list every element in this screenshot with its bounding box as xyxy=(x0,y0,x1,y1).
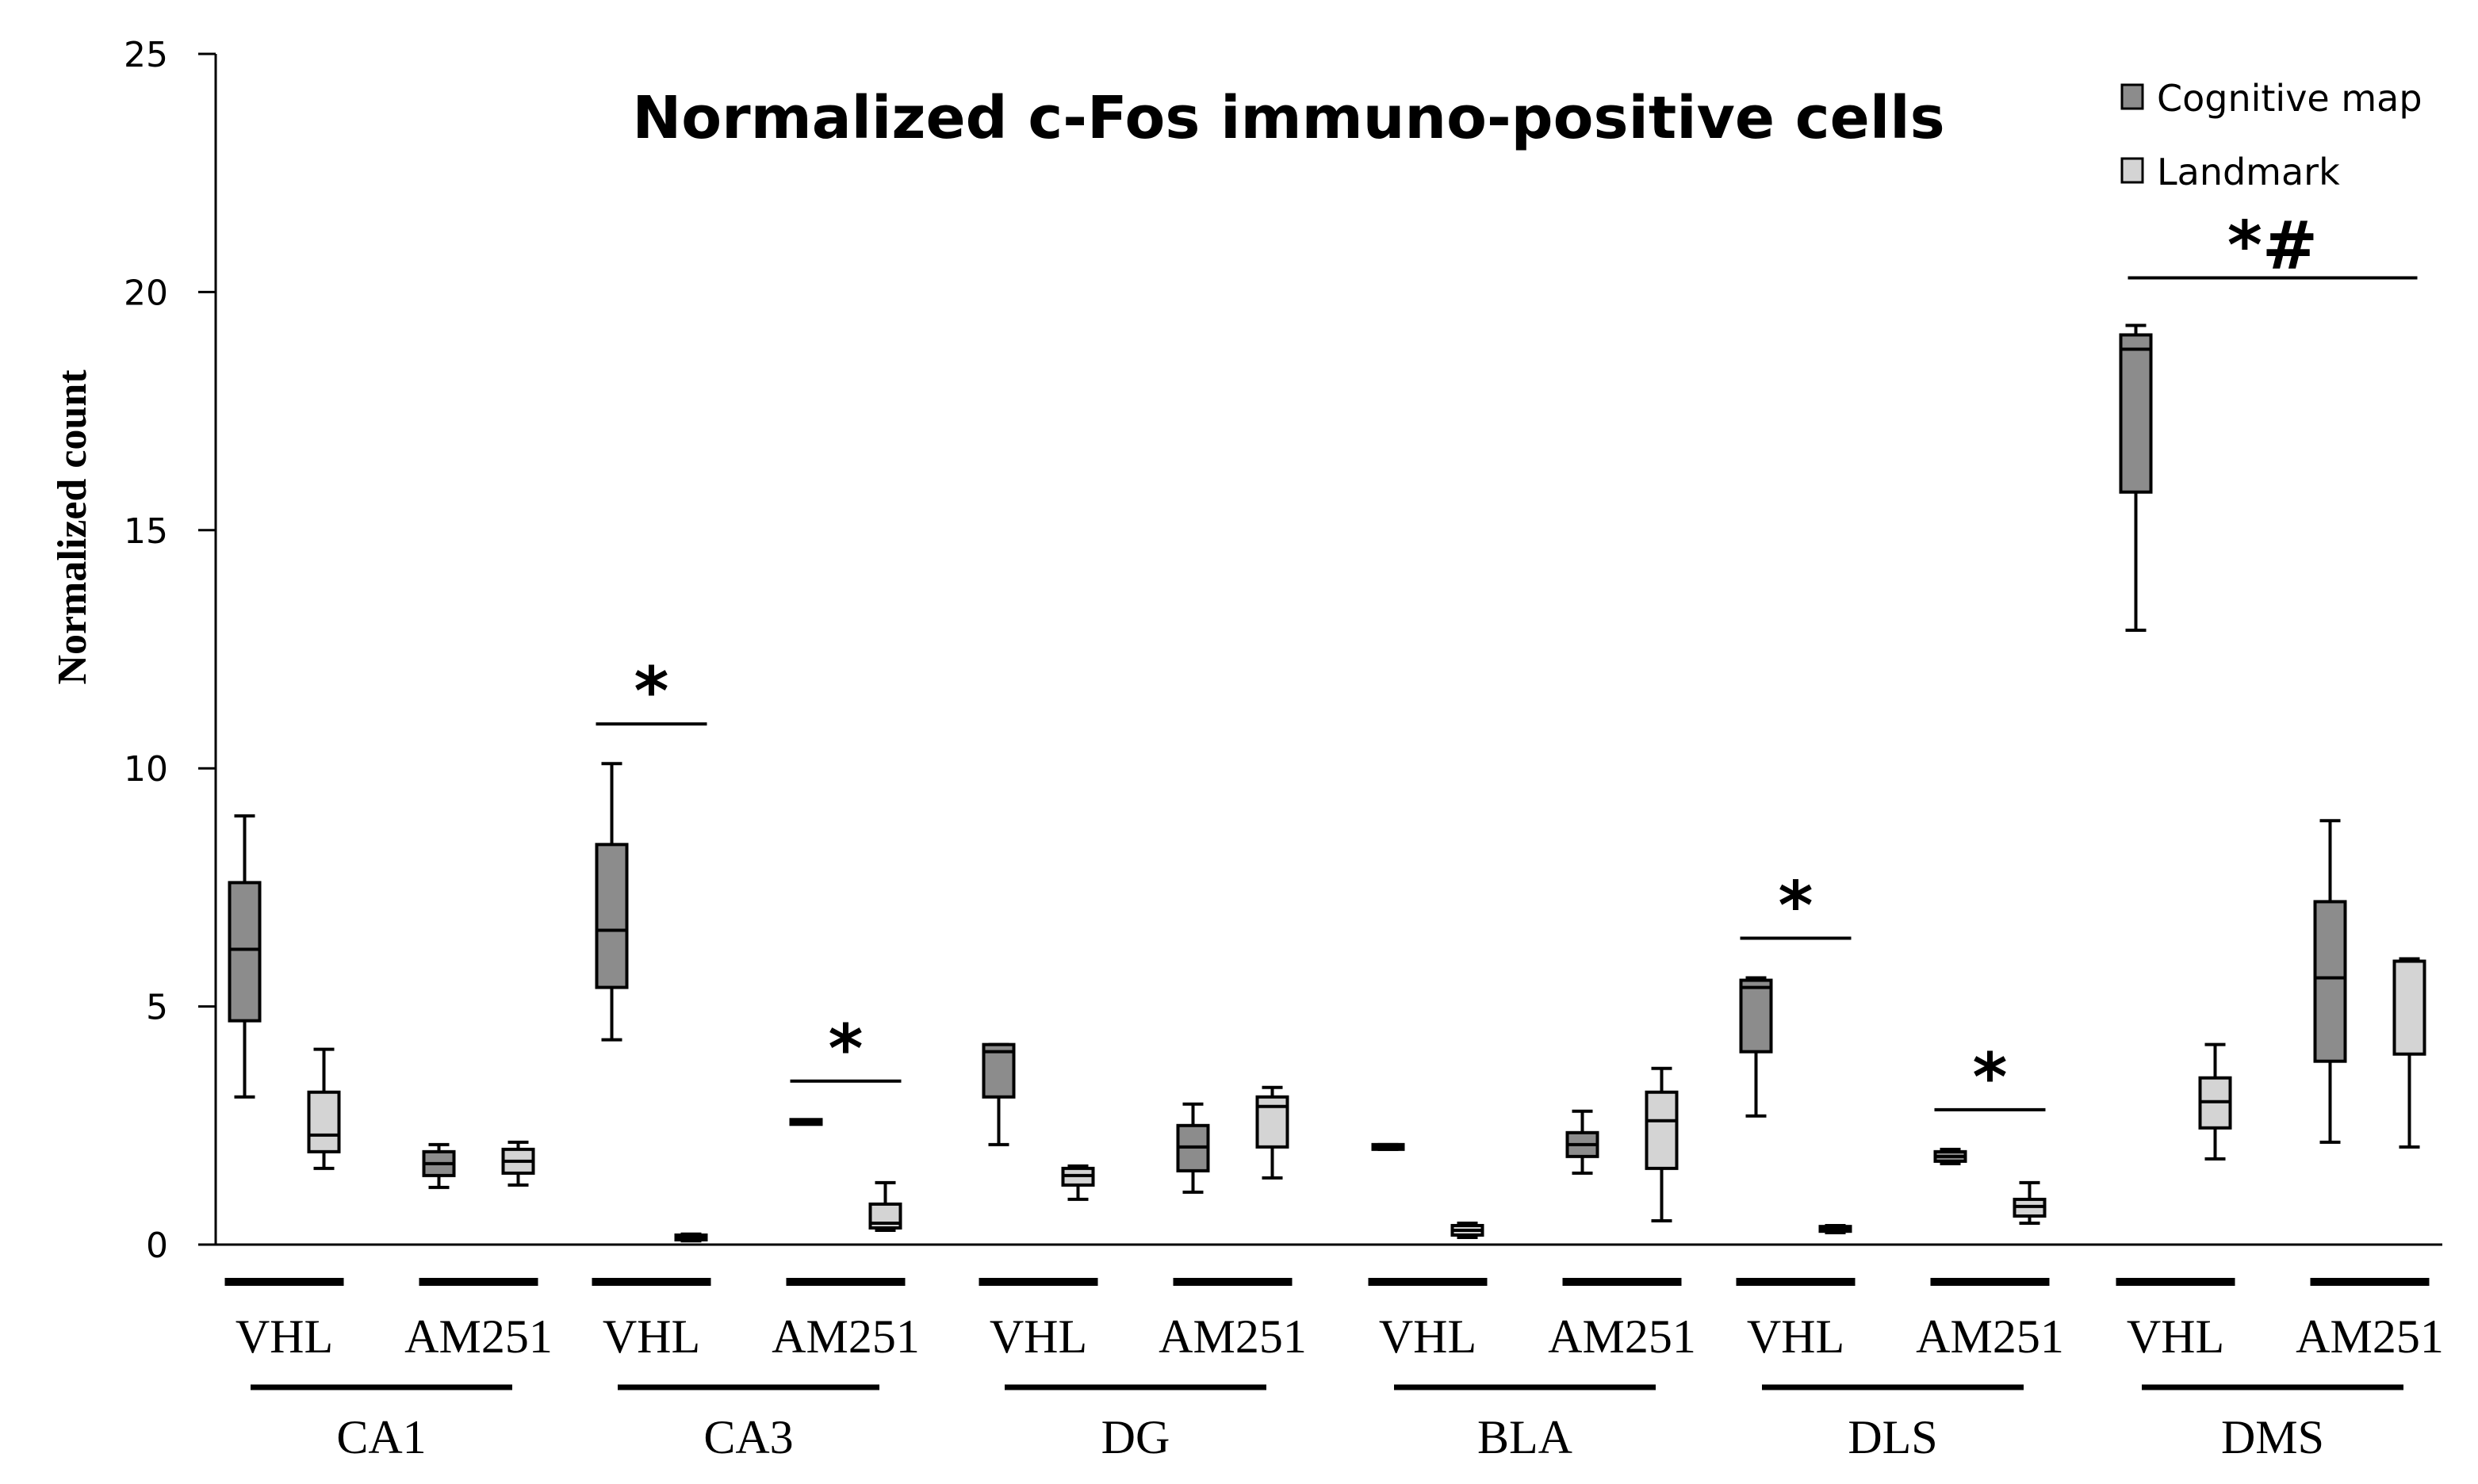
box-ca3-vhl-cognitive-map-iqr xyxy=(595,843,629,989)
y-tick-label-25: 25 xyxy=(124,35,168,75)
box-dms-am251-cognitive-map xyxy=(2313,819,2347,1144)
condition-label-ca1-am251: AM251 xyxy=(404,1310,553,1363)
box-dls-vhl-cognitive-map-iqr xyxy=(1739,978,1773,1054)
axes xyxy=(214,54,2442,1246)
box-dls-am251-landmark xyxy=(2013,1180,2047,1225)
significance-ca3-0-marker: * xyxy=(634,652,669,730)
box-dms-am251-cognitive-map-iqr xyxy=(2313,900,2347,1063)
box-dms-am251-landmark-iqr xyxy=(2392,959,2426,1056)
box-ca3-vhl-landmark xyxy=(674,1232,708,1243)
significance-annotations: * * * * *# xyxy=(596,206,2418,1116)
region-label-dg: DG xyxy=(1101,1411,1170,1463)
box-bla-vhl-cognitive-map xyxy=(1371,1142,1405,1151)
box-bla-am251-landmark-iqr xyxy=(1645,1090,1679,1170)
y-axis-label: Normalized count xyxy=(50,369,95,685)
box-ca3-vhl-cognitive-map xyxy=(595,762,629,1042)
legend-label-landmark: Landmark xyxy=(2157,151,2340,193)
y-tick-label-0: 0 xyxy=(146,1226,168,1266)
condition-label-dls-am251: AM251 xyxy=(1916,1310,2064,1363)
condition-label-dg-am251: AM251 xyxy=(1159,1310,1307,1363)
significance-dls-0-marker: * xyxy=(1779,867,1813,945)
box-dg-am251-landmark-iqr xyxy=(1255,1095,1289,1149)
condition-label-bla-vhl: VHL xyxy=(1379,1310,1476,1363)
box-ca1-vhl-landmark xyxy=(307,1047,341,1170)
condition-label-ca1-vhl: VHL xyxy=(236,1310,333,1363)
condition-label-dg-vhl: VHL xyxy=(990,1310,1087,1363)
condition-label-bla-am251: AM251 xyxy=(1548,1310,1696,1363)
y-tick-label-15: 15 xyxy=(124,511,168,552)
region-label-dms: DMS xyxy=(2221,1411,2324,1463)
box-dms-vhl-cognitive-map xyxy=(2119,323,2153,632)
y-tick-label-5: 5 xyxy=(146,988,168,1028)
y-tick-label-20: 20 xyxy=(124,273,168,313)
box-ca3-am251-landmark xyxy=(868,1180,902,1232)
condition-label-dls-vhl: VHL xyxy=(1747,1310,1844,1363)
box-dg-vhl-landmark xyxy=(1061,1164,1095,1201)
box-dms-am251-landmark xyxy=(2392,957,2426,1149)
box-dls-am251-cognitive-map xyxy=(1933,1147,1967,1165)
box-dms-vhl-landmark xyxy=(2198,1042,2232,1161)
box-dms-vhl-cognitive-map-iqr xyxy=(2119,333,2153,494)
box-bla-am251-landmark xyxy=(1645,1066,1679,1222)
significance-ca3-1-marker: * xyxy=(829,1010,864,1088)
y-ticks: 0 5 10 15 20 25 xyxy=(124,35,216,1266)
chart-title: Normalized c-Fos immuno-positive cells xyxy=(632,84,1944,152)
region-label-ca3: CA3 xyxy=(703,1411,793,1463)
legend: Cognitive map Landmark xyxy=(2120,77,2422,193)
box-ca1-vhl-landmark-iqr xyxy=(307,1090,341,1153)
boxes xyxy=(228,323,2426,1243)
box-ca1-am251-landmark xyxy=(501,1140,535,1187)
box-dg-am251-cognitive-map xyxy=(1176,1102,1210,1194)
region-label-ca1: CA1 xyxy=(336,1411,426,1463)
condition-label-dms-vhl: VHL xyxy=(2127,1310,2224,1363)
condition-label-ca3-am251: AM251 xyxy=(772,1310,920,1363)
box-dg-am251-landmark xyxy=(1255,1085,1289,1180)
condition-label-ca3-vhl: VHL xyxy=(603,1310,700,1363)
box-bla-vhl-landmark xyxy=(1450,1221,1484,1239)
significance-dls-1-marker: * xyxy=(1973,1038,2008,1116)
region-label-dls: DLS xyxy=(1848,1411,1937,1463)
legend-swatch-landmark xyxy=(2120,157,2144,184)
condition-label-dms-am251: AM251 xyxy=(2296,1310,2444,1363)
box-bla-am251-cognitive-map xyxy=(1565,1109,1599,1175)
box-ca1-am251-cognitive-map xyxy=(422,1142,456,1189)
box-ca1-vhl-cognitive-map-iqr xyxy=(228,881,262,1023)
region-label-bla: BLA xyxy=(1477,1411,1572,1463)
box-dg-vhl-cognitive-map-iqr xyxy=(982,1042,1016,1099)
significance-dms-0-marker: *# xyxy=(2227,206,2318,284)
y-tick-label-10: 10 xyxy=(124,749,168,790)
box-dls-vhl-landmark xyxy=(1818,1223,1852,1234)
box-ca3-am251-cognitive-map xyxy=(789,1118,823,1126)
legend-label-cognitive-map: Cognitive map xyxy=(2157,77,2422,120)
box-dg-vhl-cognitive-map xyxy=(982,1042,1016,1146)
box-ca1-vhl-cognitive-map xyxy=(228,814,262,1099)
box-dls-vhl-cognitive-map xyxy=(1739,976,1773,1118)
legend-swatch-cognitive-map xyxy=(2120,83,2144,110)
